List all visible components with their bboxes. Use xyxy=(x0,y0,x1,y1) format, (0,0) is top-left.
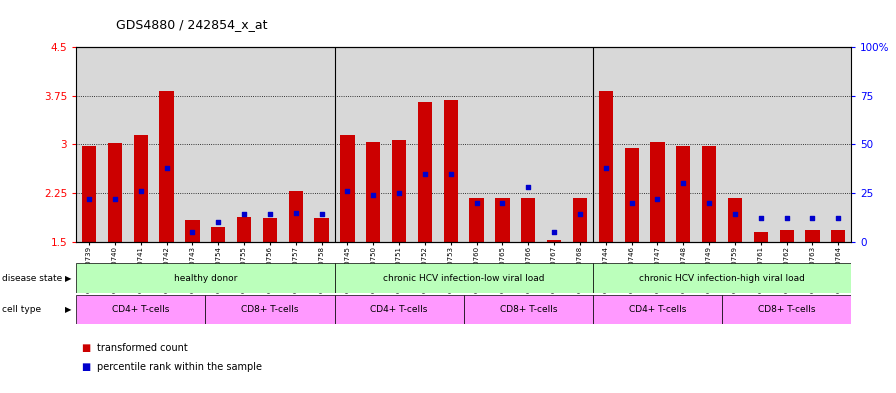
Bar xyxy=(650,143,665,242)
Point xyxy=(444,171,458,177)
Text: CD4+ T-cells: CD4+ T-cells xyxy=(112,305,169,314)
Point xyxy=(263,211,277,218)
Text: transformed count: transformed count xyxy=(97,343,187,353)
Text: chronic HCV infection-high viral load: chronic HCV infection-high viral load xyxy=(639,274,805,283)
Point xyxy=(108,196,122,202)
Point xyxy=(82,196,96,202)
Point xyxy=(599,165,613,171)
Bar xyxy=(289,191,303,242)
Point xyxy=(237,211,251,218)
Bar xyxy=(314,218,329,242)
Text: GDS4880 / 242854_x_at: GDS4880 / 242854_x_at xyxy=(116,18,268,31)
Bar xyxy=(185,220,200,242)
Point xyxy=(340,188,355,194)
Text: cell type: cell type xyxy=(2,305,41,314)
Text: CD8+ T-cells: CD8+ T-cells xyxy=(241,305,298,314)
Bar xyxy=(495,198,510,242)
Point xyxy=(289,209,303,216)
Bar xyxy=(366,142,381,242)
Point xyxy=(676,180,691,186)
Point xyxy=(650,196,665,202)
Bar xyxy=(754,232,768,242)
Point xyxy=(831,215,846,222)
Text: CD4+ T-cells: CD4+ T-cells xyxy=(370,305,427,314)
Point xyxy=(314,211,329,218)
Bar xyxy=(625,148,639,242)
Text: ▶: ▶ xyxy=(65,305,72,314)
Bar xyxy=(676,146,691,242)
Point xyxy=(728,211,742,218)
Text: CD8+ T-cells: CD8+ T-cells xyxy=(758,305,815,314)
Bar xyxy=(134,135,148,242)
Bar xyxy=(205,295,334,324)
Text: chronic HCV infection-low viral load: chronic HCV infection-low viral load xyxy=(383,274,545,283)
Point xyxy=(185,229,200,235)
Text: ▶: ▶ xyxy=(65,274,72,283)
Bar xyxy=(573,198,587,242)
Bar xyxy=(418,102,432,242)
Bar xyxy=(593,263,851,293)
Bar xyxy=(340,135,355,242)
Bar xyxy=(599,91,613,242)
Text: percentile rank within the sample: percentile rank within the sample xyxy=(97,362,262,373)
Bar xyxy=(76,295,205,324)
Bar xyxy=(211,228,226,242)
Point xyxy=(625,200,639,206)
Bar xyxy=(108,143,122,242)
Point xyxy=(134,188,148,194)
Bar xyxy=(722,295,851,324)
Bar xyxy=(780,230,794,242)
Bar xyxy=(806,230,820,242)
Bar xyxy=(237,217,251,242)
Bar xyxy=(263,218,277,242)
Point xyxy=(806,215,820,222)
Point xyxy=(470,200,484,206)
Bar xyxy=(470,198,484,242)
Bar xyxy=(334,295,464,324)
Bar xyxy=(159,91,174,242)
Bar xyxy=(464,295,593,324)
Bar xyxy=(444,100,458,242)
Text: CD8+ T-cells: CD8+ T-cells xyxy=(499,305,557,314)
Point xyxy=(521,184,536,190)
Text: ■: ■ xyxy=(81,362,90,373)
Point xyxy=(702,200,716,206)
Point xyxy=(418,171,432,177)
Bar xyxy=(593,295,722,324)
Point xyxy=(573,211,587,218)
Text: CD4+ T-cells: CD4+ T-cells xyxy=(629,305,686,314)
Point xyxy=(754,215,768,222)
Point xyxy=(495,200,510,206)
Point xyxy=(211,219,226,225)
Point xyxy=(392,190,406,196)
Point xyxy=(366,192,381,198)
Point xyxy=(159,165,174,171)
Text: ■: ■ xyxy=(81,343,90,353)
Text: healthy donor: healthy donor xyxy=(174,274,237,283)
Bar xyxy=(702,146,716,242)
Bar xyxy=(831,230,846,242)
Bar xyxy=(334,263,593,293)
Bar xyxy=(547,240,561,242)
Bar xyxy=(392,140,406,242)
Point xyxy=(780,215,794,222)
Bar xyxy=(76,263,334,293)
Bar xyxy=(728,198,742,242)
Bar xyxy=(82,146,96,242)
Text: disease state: disease state xyxy=(2,274,62,283)
Point xyxy=(547,229,561,235)
Bar xyxy=(521,198,536,242)
